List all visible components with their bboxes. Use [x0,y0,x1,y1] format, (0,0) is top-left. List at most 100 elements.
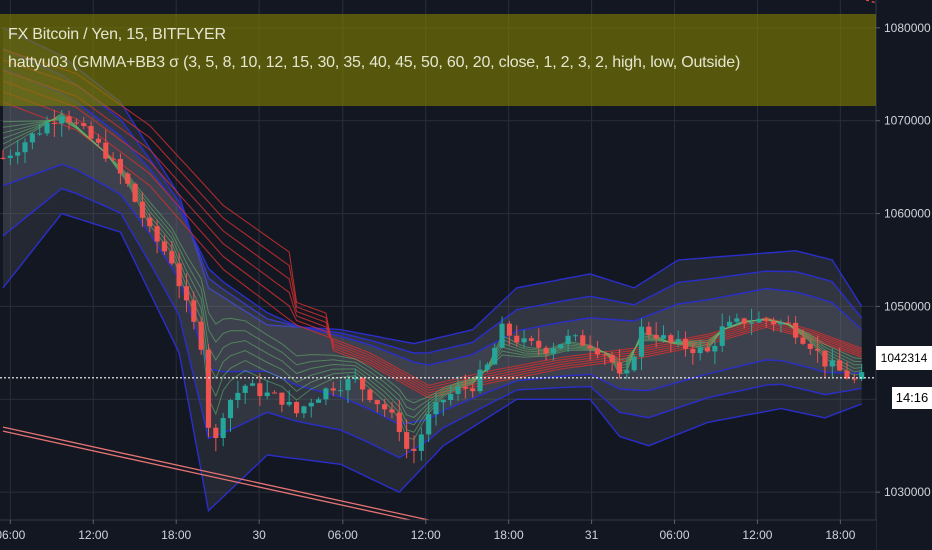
candle-body [726,321,733,327]
candle-body [506,323,512,336]
candle-body [110,158,116,160]
candle-body [37,133,43,135]
candle-body [499,323,505,348]
candle-body [213,427,219,438]
y-tick-label: 1070000 [884,114,931,128]
bb-lower-line [2,212,862,513]
candle-body [609,354,615,363]
candle-body [704,347,711,352]
x-tick-label: 06:00 [0,528,26,542]
candle-body [59,116,65,124]
candle-body [382,404,388,410]
candle-body [690,348,696,354]
candle-body [470,388,476,392]
candle-body [29,133,35,143]
candle-body [15,152,21,156]
x-tick-label: 31 [585,528,599,542]
candle-body [433,402,439,415]
candle-body [514,335,520,343]
candle-body [220,418,226,438]
candle-body [800,337,806,344]
candle-body [807,343,813,349]
candle-body [712,345,718,352]
candle-body [653,334,659,339]
candle-body [227,400,234,419]
candle-body [815,348,821,351]
bar-countdown-flag: 14:16 [892,387,932,409]
candle-body [183,286,190,301]
candle-body [859,372,865,380]
candle-body [404,432,410,449]
candle-body [756,318,762,323]
candle-body [851,378,857,380]
candle-body [7,155,13,158]
candle-body [0,157,6,159]
candle-body [330,388,336,391]
symbol-label[interactable]: FX Bitcoin / Yen, 15, BITFLYER [8,26,226,43]
candle-body [778,322,784,325]
candle-body [51,123,57,125]
x-tick-label: 12:00 [411,528,441,542]
candle-body [837,360,843,371]
candle-body [558,344,564,349]
y-tick-label: 1030000 [884,485,931,499]
candle-body [771,320,777,325]
candle-body [257,383,263,397]
candle-body [308,402,314,407]
x-tick-label: 18:00 [161,528,191,542]
candle-body [455,386,461,394]
candle-body [749,322,755,324]
candle-body [154,226,160,242]
candle-body [587,345,593,349]
x-tick-label: 06:00 [660,528,690,542]
candle-body [462,386,468,389]
candle-body [440,400,446,403]
candle-body [697,347,703,354]
indicator-label[interactable]: hattyu03 (GMMA+BB3 σ (3, 5, 8, 10, 12, 1… [8,54,741,71]
candle-body [822,350,828,367]
candle-body [565,335,571,345]
time-axis [0,520,876,550]
bb-upper-line [2,27,863,345]
candle-body [264,392,270,397]
candle-body [22,142,28,153]
candle-body [426,414,432,435]
x-tick-label: 12:00 [742,528,772,542]
x-tick-label: 06:00 [328,528,358,542]
candle-body [785,322,791,324]
candle-body [528,338,534,341]
candle-body [572,335,579,337]
candle-body [477,369,483,392]
candle-body [543,347,549,354]
bb-upper-line [2,68,863,366]
candle-body [44,123,50,134]
candle-body [66,116,72,123]
candle-body [132,183,138,202]
candle-body [360,377,366,390]
candle-body [169,251,175,264]
candle-body [668,335,674,343]
candle-body [147,217,153,227]
candle-body [293,401,300,414]
candle-body [95,138,101,143]
candle-body [675,339,681,343]
candle-body [139,201,146,218]
candle-body [616,362,623,374]
candle-body [161,241,168,252]
candle-body [242,385,248,393]
candle-body [550,348,556,354]
candle-body [176,263,182,287]
candle-body [594,348,601,355]
x-tick-label: 30 [252,528,266,542]
candle-body [352,377,358,380]
bb-lower-line [2,163,862,426]
gmma-short-line [2,112,862,440]
candle-body [624,370,630,374]
candle-body [191,300,197,322]
candle-body [323,388,329,400]
candle-body [286,401,292,405]
last-price-flag: 1042314 [876,346,932,370]
y-tick-label: 1050000 [884,299,931,313]
candle-body [734,318,740,322]
